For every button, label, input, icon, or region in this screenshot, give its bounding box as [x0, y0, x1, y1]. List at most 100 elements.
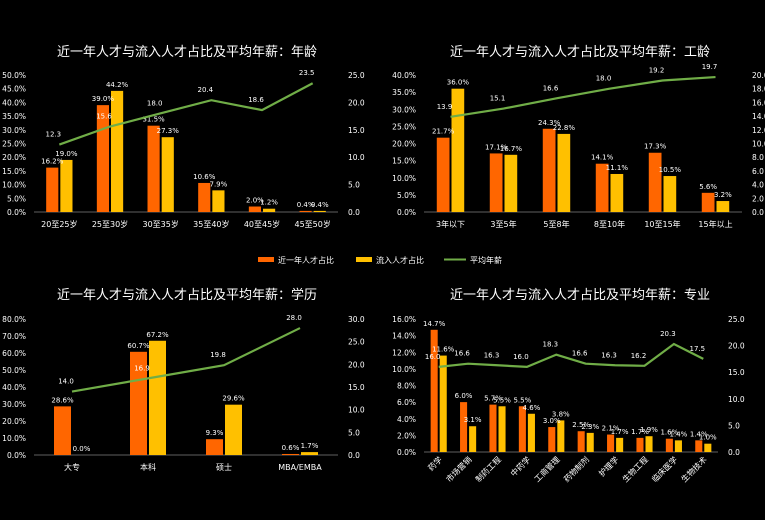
bar-recent — [489, 153, 503, 212]
bar-inflow — [469, 426, 477, 452]
bar-inflow — [149, 340, 166, 455]
y2-tick-label: 15.0 — [728, 368, 745, 377]
data-label-inflow: 3.8% — [552, 410, 570, 418]
y-tick-label: 50.0% — [2, 71, 26, 80]
data-label-recent: 31.5% — [142, 116, 165, 124]
data-label-salary: 20.3 — [660, 330, 676, 338]
data-label-recent: 14.1% — [591, 154, 614, 162]
bar-recent — [299, 210, 312, 212]
y2-tick-label: 4.0 — [752, 181, 764, 190]
legend-swatch-recent — [258, 257, 274, 262]
data-label-inflow: 1.4% — [670, 430, 688, 438]
category-label: 本科 — [140, 462, 156, 472]
y-tick-label: 25.0% — [2, 140, 26, 149]
bar-inflow — [586, 432, 594, 452]
y-tick-label: 12.0% — [392, 348, 416, 357]
bar-recent — [430, 329, 438, 452]
bar-inflow — [716, 201, 730, 212]
category-label: MBA/EMBA — [278, 463, 322, 472]
data-label-recent: 3.0% — [543, 417, 561, 425]
y-tick-label: 14.0% — [392, 332, 416, 341]
salary-line — [58, 82, 314, 146]
y2-tick-label: 5.0 — [348, 181, 360, 190]
bar-inflow — [313, 210, 326, 212]
bar-inflow — [674, 440, 682, 452]
y-tick-label: 10.0% — [2, 434, 26, 443]
data-label-recent: 0.4% — [297, 201, 315, 209]
data-label-inflow: 11.1% — [606, 164, 629, 172]
legend: 近一年人才占比 流入人才占比 平均年薪 — [258, 255, 502, 265]
salary-line — [71, 327, 301, 393]
data-label-salary: 20.4 — [198, 86, 214, 94]
y-tick-label: 40.0% — [392, 71, 416, 80]
bar-recent — [665, 438, 673, 452]
data-label-salary: 18.0 — [596, 75, 612, 83]
data-label-recent: 5.7% — [484, 395, 502, 403]
legend-swatch-inflow — [356, 257, 372, 262]
bar-inflow — [557, 420, 565, 452]
bar-recent — [206, 439, 223, 455]
bar-inflow — [451, 88, 465, 212]
data-label-recent: 0.6% — [282, 444, 300, 452]
data-label-recent: 39.0% — [92, 95, 115, 103]
data-label-salary: 18.0 — [147, 99, 163, 107]
y-tick-label: 20.0% — [392, 140, 416, 149]
y-tick-label: 30.0% — [2, 400, 26, 409]
bar-inflow — [504, 154, 518, 212]
data-label-inflow: 36.0% — [447, 79, 470, 87]
chart-title-age: 近一年人才与流入人才占比及平均年薪：年龄 — [57, 45, 317, 60]
y2-tick-label: 12.0 — [752, 126, 765, 135]
data-label-inflow: 19.0% — [55, 150, 78, 158]
y-tick-label: 30.0% — [392, 105, 416, 114]
bar-recent — [607, 434, 615, 452]
data-label-salary: 18.6 — [248, 96, 264, 104]
data-label-inflow: 3.2% — [714, 191, 732, 199]
category-label: 30至35岁 — [142, 219, 178, 229]
bar-recent — [96, 105, 109, 212]
bar-inflow — [263, 208, 276, 212]
bar-recent — [282, 453, 299, 455]
y-tick-label: 5.0% — [397, 191, 416, 200]
y-tick-label: 70.0% — [2, 332, 26, 341]
data-label-recent: 5.5% — [513, 396, 531, 404]
data-label-inflow: 11.6% — [432, 346, 455, 354]
data-label-salary: 17.5 — [690, 345, 706, 353]
category-label: 15年以上 — [698, 219, 732, 229]
data-label-salary: 14.0 — [58, 378, 74, 386]
y-tick-label: 0.0% — [397, 448, 416, 457]
data-label-salary: 19.7 — [702, 63, 718, 71]
y2-tick-label: 14.0 — [752, 112, 765, 121]
data-label-inflow: 16.7% — [500, 145, 523, 153]
y2-tick-label: 6.0 — [752, 167, 764, 176]
data-label-recent: 17.3% — [644, 143, 667, 151]
data-label-inflow: 3.1% — [464, 416, 482, 424]
y2-tick-label: 15.0 — [348, 126, 365, 135]
data-label-inflow: 1.7% — [611, 428, 629, 436]
y2-tick-label: 2.0 — [752, 194, 764, 203]
bar-inflow — [111, 90, 124, 212]
y-tick-label: 2.0% — [397, 431, 416, 440]
legend-label-recent: 近一年人才占比 — [278, 255, 334, 265]
bar-inflow — [527, 413, 535, 452]
y-tick-label: 5.0% — [7, 194, 26, 203]
bar-recent — [436, 137, 450, 212]
bar-recent — [460, 402, 468, 452]
data-label-salary: 19.2 — [649, 66, 665, 74]
data-label-inflow: 2.3% — [581, 423, 599, 431]
y2-tick-label: 0.0 — [752, 208, 764, 217]
category-label: 临床医学 — [650, 454, 680, 484]
y2-tick-label: 5.0 — [728, 421, 740, 430]
chart-title-education: 近一年人才与流入人才占比及平均年薪：学历 — [57, 287, 317, 303]
y2-tick-label: 18.0 — [752, 85, 765, 94]
bar-recent — [548, 427, 556, 452]
category-label: 3年以下 — [436, 219, 465, 229]
category-label: 工商管理 — [532, 454, 562, 484]
bar-recent — [595, 163, 609, 212]
y-tick-label: 6.0% — [397, 398, 416, 407]
chart-title-major: 近一年人才与流入人才占比及平均年薪：专业 — [450, 288, 710, 303]
data-label-salary: 28.0 — [286, 314, 302, 322]
y-tick-label: 10.0% — [392, 174, 416, 183]
bar-recent — [489, 404, 497, 452]
data-label-salary: 12.3 — [46, 131, 62, 139]
